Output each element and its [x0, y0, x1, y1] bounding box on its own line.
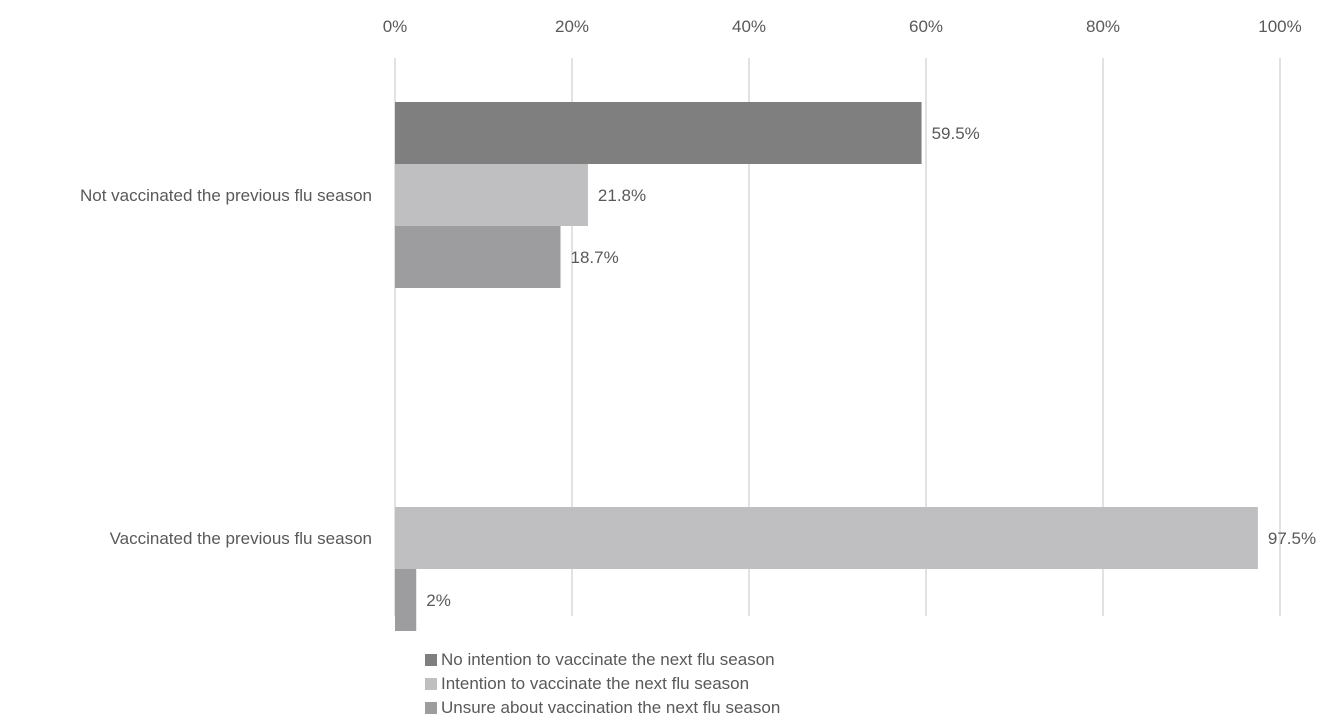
bar	[395, 226, 561, 288]
bar	[395, 507, 1258, 569]
data-label: 21.8%	[598, 186, 646, 205]
legend-swatch	[425, 654, 437, 666]
x-tick-label: 0%	[383, 17, 408, 36]
legend-swatch	[425, 678, 437, 690]
legend-label: Intention to vaccinate the next flu seas…	[441, 674, 750, 693]
chart-legend: No intention to vaccinate the next flu s…	[425, 648, 780, 720]
bar	[395, 102, 922, 164]
x-tick-label: 60%	[909, 17, 943, 36]
chart-plot: 0% 20% 40% 60% 80% 100% Not vaccinated the pre…	[80, 17, 1316, 631]
bar	[395, 164, 588, 226]
legend-label: No intention to vaccinate the next flu s…	[441, 650, 775, 669]
category-label: Vaccinated the previous flu season	[110, 529, 372, 548]
category-label: Not vaccinated the previous flu season	[80, 186, 372, 205]
data-label: 59.5%	[932, 124, 980, 143]
legend-swatch	[425, 702, 437, 714]
legend-label: Unsure about vaccination the next flu se…	[441, 698, 781, 717]
legend-item: No intention to vaccinate the next flu s…	[425, 648, 780, 672]
data-label: 18.7%	[570, 248, 618, 267]
legend-item: Intention to vaccinate the next flu seas…	[425, 672, 780, 696]
data-label: 97.5%	[1268, 529, 1316, 548]
x-tick-label: 40%	[732, 17, 766, 36]
x-tick-label: 20%	[555, 17, 589, 36]
x-tick-label: 100%	[1258, 17, 1301, 36]
x-tick-label: 80%	[1086, 17, 1120, 36]
legend-item: Unsure about vaccination the next flu se…	[425, 696, 780, 720]
data-label: 2%	[426, 591, 451, 610]
bar	[395, 569, 417, 631]
